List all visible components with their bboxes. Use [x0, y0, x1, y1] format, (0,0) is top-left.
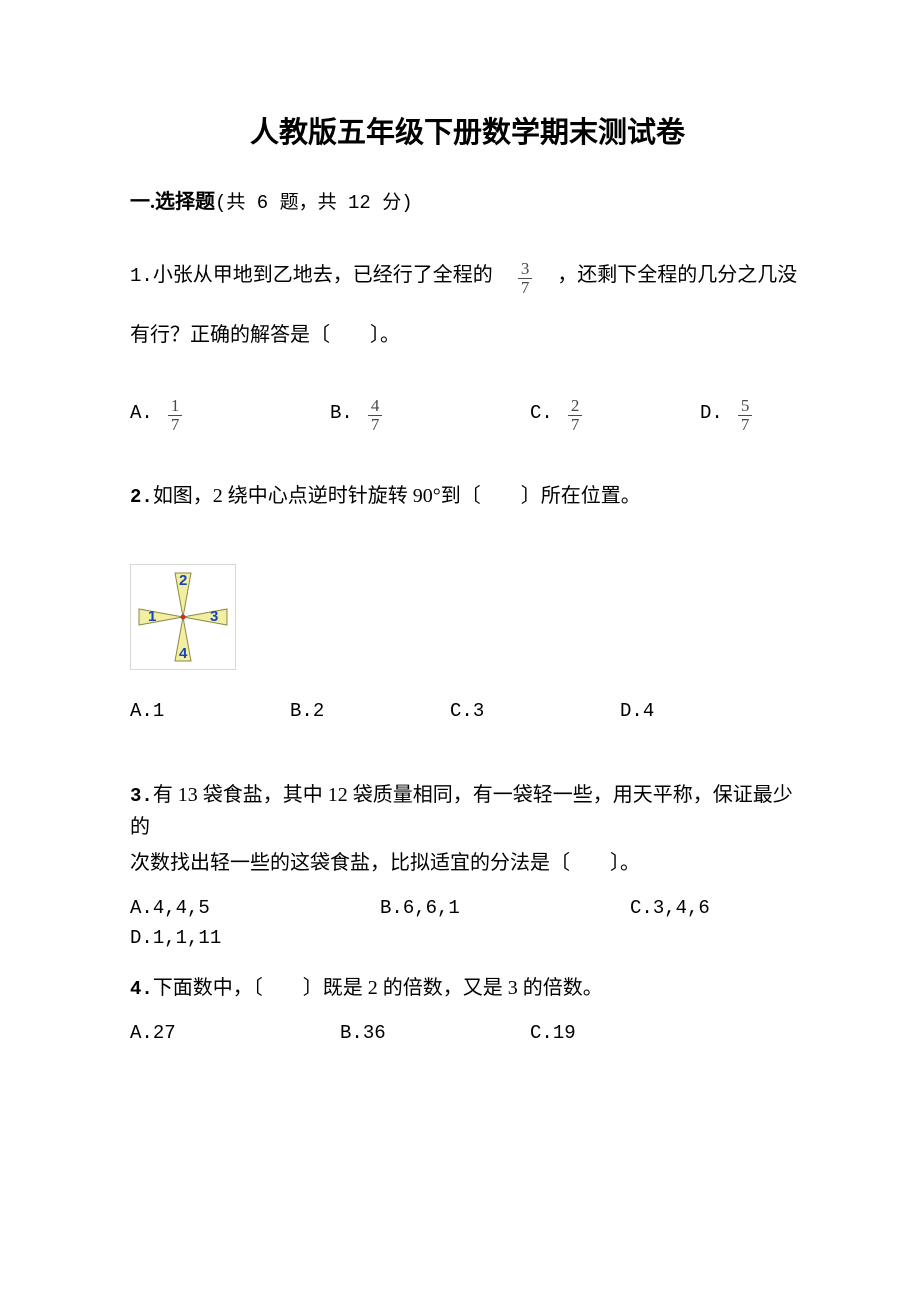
- fraction-numerator: 1: [168, 397, 183, 415]
- option-label: C.: [530, 398, 553, 428]
- option-fraction: 2 7: [568, 397, 583, 434]
- fraction-numerator: 2: [568, 397, 583, 415]
- fraction-denominator: 7: [568, 415, 583, 434]
- q1-text-a: 小张从甲地到乙地去，已经行了全程的: [153, 264, 493, 286]
- fraction-denominator: 7: [738, 415, 753, 434]
- q1-fraction: 3 7: [518, 260, 533, 297]
- option-label: C.: [450, 700, 473, 722]
- question-2: 2.如图，2 绕中心点逆时针旋转 90°到〔 〕所在位置。 1 2 3 4: [130, 480, 805, 727]
- section-prefix: 一.: [130, 191, 155, 213]
- page: 人教版五年级下册数学期末测试卷 一.选择题(共 6 题，共 12 分) 1.小张…: [0, 0, 920, 1302]
- q2-text-main: 如图，2 绕中心点逆时针旋转 90°到〔 〕所在位置。: [153, 485, 641, 507]
- q3-option-d: D.1,1,11: [130, 923, 805, 953]
- q1-text-b: ，还剩下全程的几分之几没: [557, 264, 797, 286]
- q1-text: 1.小张从甲地到乙地去，已经行了全程的 3 7 ，还剩下全程的几分之几没: [130, 249, 805, 301]
- option-label: B.: [290, 700, 313, 722]
- q3-line1: 有 13 袋食盐，其中 12 袋质量相同，有一袋轻一些，用天平称，保证最少的: [130, 784, 793, 838]
- fraction-numerator: 3: [518, 260, 533, 278]
- cross-diagram-icon: 1 2 3 4: [131, 565, 235, 669]
- fraction-denominator: 7: [168, 415, 183, 434]
- q2-option-b: B.2: [290, 696, 450, 726]
- question-3: 3.有 13 袋食盐，其中 12 袋质量相同，有一袋轻一些，用天平称，保证最少的…: [130, 779, 805, 954]
- option-label: A.: [130, 897, 153, 919]
- option-label: A.: [130, 398, 153, 428]
- q2-text: 2.如图，2 绕中心点逆时针旋转 90°到〔 〕所在位置。: [130, 480, 805, 512]
- q1-options: A. 1 7 B. 4 7 C. 2 7: [130, 395, 805, 432]
- question-4: 4.下面数中，〔 〕既是 2 的倍数，又是 3 的倍数。 A.27 B.36 C…: [130, 972, 805, 1049]
- option-value: 3,4,6: [653, 897, 710, 919]
- q2-option-a: A.1: [130, 696, 290, 726]
- option-value: 1,1,11: [153, 927, 221, 949]
- question-1: 1.小张从甲地到乙地去，已经行了全程的 3 7 ，还剩下全程的几分之几没 有行？…: [130, 249, 805, 432]
- option-value: 6,6,1: [403, 897, 460, 919]
- section-header: 一.选择题(共 6 题，共 12 分): [130, 186, 805, 218]
- fraction-denominator: 7: [368, 415, 383, 434]
- option-label: A.: [130, 1022, 153, 1044]
- option-label: B.: [330, 398, 353, 428]
- figure-label-2: 2: [179, 572, 187, 589]
- q2-figure: 1 2 3 4: [130, 564, 236, 670]
- figure-label-4: 4: [179, 645, 188, 662]
- option-label: D.: [700, 398, 723, 428]
- q3-line2: 次数找出轻一些的这袋食盐，比拟适宜的分法是〔 〕。: [130, 847, 805, 879]
- option-label: C.: [630, 897, 653, 919]
- option-fraction: 1 7: [168, 397, 183, 434]
- fraction-numerator: 5: [738, 397, 753, 415]
- option-fraction: 5 7: [738, 397, 753, 434]
- q4-option-b: B.36: [340, 1018, 530, 1048]
- option-value: 2: [313, 700, 324, 722]
- q4-option-c: C.19: [530, 1018, 576, 1048]
- section-suffix: (共 6 题，共 12 分): [215, 192, 413, 214]
- option-label: A.: [130, 700, 153, 722]
- q1-option-d: D. 5 7: [700, 395, 752, 432]
- page-title: 人教版五年级下册数学期末测试卷: [130, 110, 805, 156]
- q4-option-a: A.27: [130, 1018, 340, 1048]
- q1-option-b: B. 4 7: [330, 395, 530, 432]
- q2-options: A.1 B.2 C.3 D.4: [130, 696, 805, 726]
- option-value: 27: [153, 1022, 176, 1044]
- q3-option-c: C.3,4,6: [630, 893, 710, 923]
- option-fraction: 4 7: [368, 397, 383, 434]
- q4-number: 4.: [130, 978, 153, 1000]
- option-value: 3: [473, 700, 484, 722]
- option-value: 19: [553, 1022, 576, 1044]
- q2-number: 2.: [130, 486, 153, 508]
- q1-number: 1.: [130, 265, 153, 287]
- option-label: B.: [380, 897, 403, 919]
- fraction-numerator: 4: [368, 397, 383, 415]
- q3-text-line1: 3.有 13 袋食盐，其中 12 袋质量相同，有一袋轻一些，用天平称，保证最少的: [130, 779, 805, 843]
- option-label: B.: [340, 1022, 363, 1044]
- option-label: D.: [620, 700, 643, 722]
- option-value: 4: [643, 700, 654, 722]
- q3-option-a: A.4,4,5: [130, 893, 380, 923]
- option-label: D.: [130, 927, 153, 949]
- q1-option-a: A. 1 7: [130, 395, 330, 432]
- option-value: 1: [153, 700, 164, 722]
- figure-label-1: 1: [148, 608, 156, 625]
- q4-options: A.27 B.36 C.19: [130, 1018, 805, 1048]
- q3-option-b: B.6,6,1: [380, 893, 630, 923]
- option-value: 36: [363, 1022, 386, 1044]
- option-value: 4,4,5: [153, 897, 210, 919]
- q4-text: 4.下面数中，〔 〕既是 2 的倍数，又是 3 的倍数。: [130, 972, 805, 1004]
- figure-label-3: 3: [210, 608, 218, 625]
- q2-option-d: D.4: [620, 696, 654, 726]
- q1-text-c: 有行？正确的解答是〔 〕。: [130, 319, 805, 351]
- q3-options: A.4,4,5 B.6,6,1 C.3,4,6 D.1,1,11: [130, 893, 805, 954]
- q4-text-main: 下面数中，〔 〕既是 2 的倍数，又是 3 的倍数。: [153, 977, 603, 999]
- fraction-denominator: 7: [518, 278, 533, 297]
- option-label: C.: [530, 1022, 553, 1044]
- q1-option-c: C. 2 7: [530, 395, 700, 432]
- q2-option-c: C.3: [450, 696, 620, 726]
- section-name: 选择题: [155, 191, 215, 213]
- q3-number: 3.: [130, 785, 153, 807]
